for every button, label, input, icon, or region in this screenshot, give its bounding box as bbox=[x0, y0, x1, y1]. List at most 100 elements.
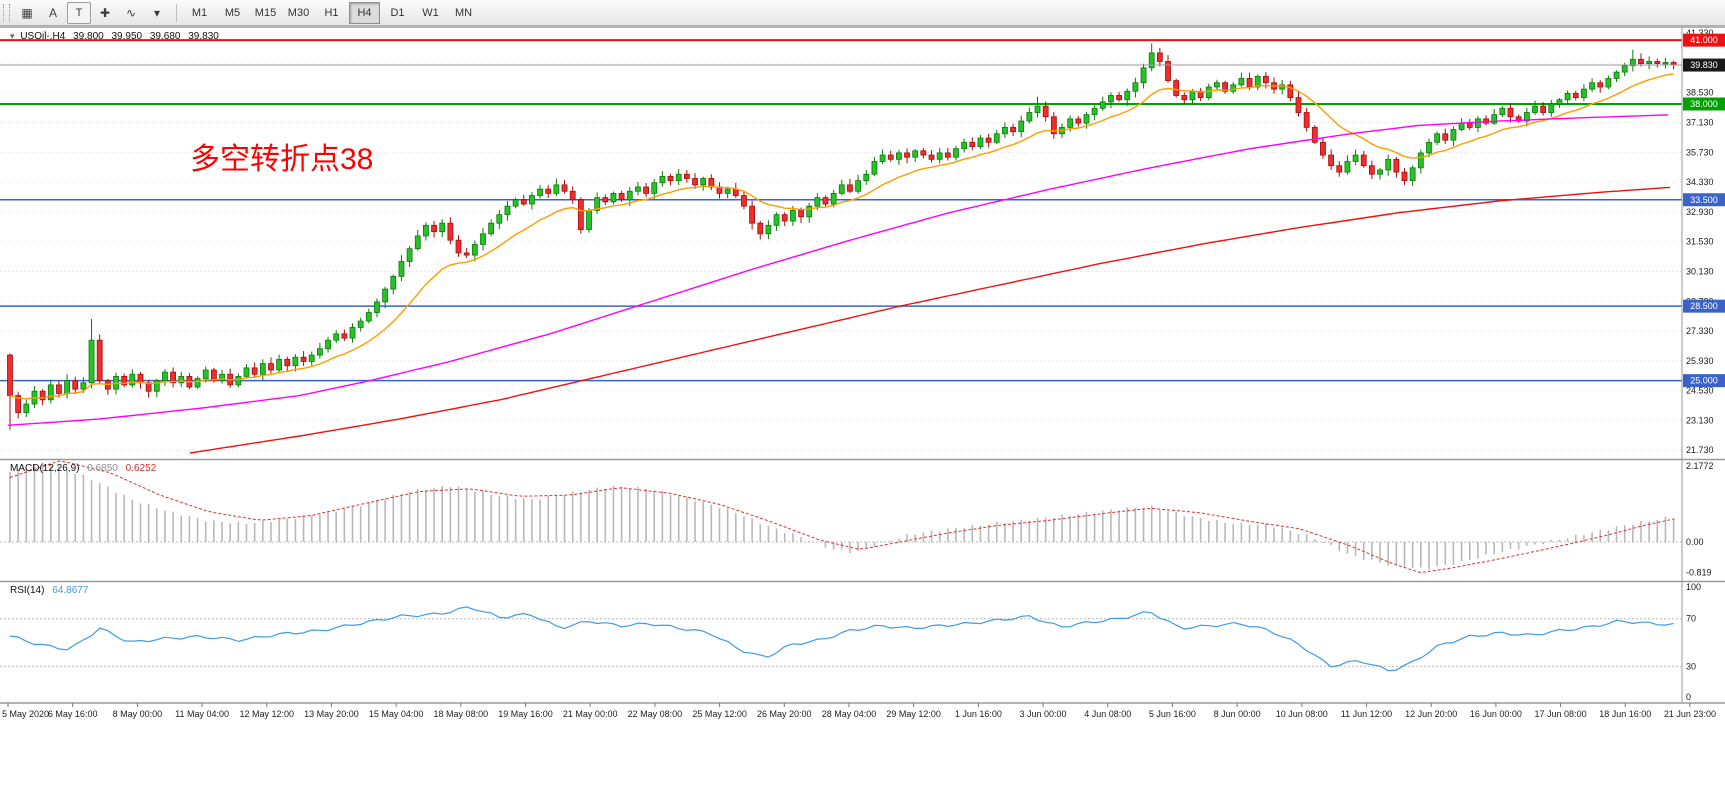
svg-text:1 Jun 16:00: 1 Jun 16:00 bbox=[955, 709, 1002, 719]
svg-text:17 Jun 08:00: 17 Jun 08:00 bbox=[1535, 709, 1587, 719]
svg-text:3 Jun 00:00: 3 Jun 00:00 bbox=[1020, 709, 1067, 719]
macd-signal-value: 0.6252 bbox=[125, 463, 157, 474]
svg-text:31.530: 31.530 bbox=[1686, 237, 1714, 247]
svg-text:5 May 2020: 5 May 2020 bbox=[2, 709, 49, 719]
draw-tools-icon[interactable]: ∿ bbox=[125, 5, 137, 20]
svg-text:4 Jun 08:00: 4 Jun 08:00 bbox=[1084, 709, 1131, 719]
svg-text:2.1772: 2.1772 bbox=[1686, 461, 1714, 471]
svg-text:19 May 16:00: 19 May 16:00 bbox=[498, 709, 553, 719]
price-axis-badges: 41.000 38.000 33.500 28.500 25.000 39.830 bbox=[1683, 33, 1725, 388]
chart-grid-icon[interactable]: ▦ bbox=[21, 5, 33, 20]
svg-text:30.130: 30.130 bbox=[1686, 266, 1714, 276]
chart-text-annotation: 多空转折点38 bbox=[190, 143, 374, 176]
svg-text:38.000: 38.000 bbox=[1690, 99, 1718, 109]
macd-signal-line bbox=[9, 460, 1674, 574]
svg-text:41.000: 41.000 bbox=[1690, 35, 1718, 45]
svg-text:0.00: 0.00 bbox=[1686, 537, 1704, 547]
svg-text:37.130: 37.130 bbox=[1686, 118, 1714, 128]
svg-text:27.330: 27.330 bbox=[1686, 326, 1714, 336]
rsi-axis-labels: 100 70 30 0 bbox=[1686, 582, 1701, 702]
svg-text:24.530: 24.530 bbox=[1686, 386, 1714, 396]
horizontal-level-lines bbox=[0, 39, 1682, 382]
price-gridlines bbox=[0, 32, 1682, 451]
svg-text:32.930: 32.930 bbox=[1686, 207, 1714, 217]
svg-text:8 May 00:00: 8 May 00:00 bbox=[113, 709, 163, 719]
svg-text:21 May 00:00: 21 May 00:00 bbox=[563, 709, 618, 719]
toolbar: ▦ A T ✚ ∿ ▾ M1 M5 M15 M30 H1 H4 D1 W1 MN bbox=[0, 0, 1725, 26]
candlestick-series bbox=[7, 43, 1677, 430]
chart-menu-icon[interactable]: ▾ bbox=[10, 31, 15, 41]
svg-text:34.330: 34.330 bbox=[1686, 177, 1714, 187]
timeframe-mn-button[interactable]: MN bbox=[454, 6, 473, 19]
svg-text:13 May 20:00: 13 May 20:00 bbox=[304, 709, 359, 719]
timeframe-h1-button[interactable]: H1 bbox=[324, 6, 339, 19]
rsi-value: 64.8677 bbox=[52, 585, 89, 596]
symbol-period-label: USOil-.H4 bbox=[20, 31, 66, 42]
svg-text:11 Jun 12:00: 11 Jun 12:00 bbox=[1341, 709, 1392, 719]
svg-text:12 Jun 20:00: 12 Jun 20:00 bbox=[1405, 709, 1457, 719]
svg-text:30: 30 bbox=[1686, 661, 1696, 671]
svg-text:23.130: 23.130 bbox=[1686, 415, 1714, 425]
svg-text:16 Jun 00:00: 16 Jun 00:00 bbox=[1470, 709, 1522, 719]
chart-canvas[interactable]: 41.33039.93038.53037.13035.73034.33032.9… bbox=[0, 26, 1725, 796]
macd-axis-labels: 2.1772 0.00 -0.819 bbox=[1686, 461, 1714, 578]
svg-text:5 Jun 16:00: 5 Jun 16:00 bbox=[1149, 709, 1196, 719]
ma-slow-red-line bbox=[189, 186, 1671, 454]
timeframe-d1-button[interactable]: D1 bbox=[390, 6, 405, 19]
toolbar-separator bbox=[176, 3, 177, 22]
svg-text:39.830: 39.830 bbox=[1690, 60, 1718, 70]
svg-text:100: 100 bbox=[1686, 582, 1701, 592]
svg-text:21 Jun 23:00: 21 Jun 23:00 bbox=[1664, 709, 1716, 719]
toolbar-icon-group: ▦ A T ✚ ∿ ▾ bbox=[14, 1, 170, 24]
macd-header: MACD(12,26,9) 0.6850 0.6252 bbox=[10, 463, 156, 474]
dropdown-arrow-icon[interactable]: ▾ bbox=[153, 5, 161, 20]
timeframe-m30-button[interactable]: M30 bbox=[287, 6, 310, 19]
svg-text:28 May 04:00: 28 May 04:00 bbox=[822, 709, 877, 719]
svg-text:29 May 12:00: 29 May 12:00 bbox=[886, 709, 941, 719]
timeframe-m1-button[interactable]: M1 bbox=[191, 6, 208, 19]
timeframe-m15-button[interactable]: M15 bbox=[254, 6, 277, 19]
timeframe-h4-button[interactable]: H4 bbox=[349, 1, 380, 24]
ma-fast-orange-line bbox=[9, 73, 1674, 400]
svg-text:26 May 20:00: 26 May 20:00 bbox=[757, 709, 812, 719]
timeframe-m5-button[interactable]: M5 bbox=[224, 6, 241, 19]
svg-text:38.530: 38.530 bbox=[1686, 88, 1714, 98]
timeframe-w1-button[interactable]: W1 bbox=[422, 6, 439, 19]
quote-close: 39.830 bbox=[188, 31, 219, 42]
svg-text:-0.819: -0.819 bbox=[1686, 568, 1712, 578]
svg-text:18 Jun 16:00: 18 Jun 16:00 bbox=[1599, 709, 1651, 719]
toolbar-gripper[interactable] bbox=[3, 3, 10, 22]
svg-text:33.500: 33.500 bbox=[1690, 195, 1718, 205]
annotate-a-icon[interactable]: A bbox=[48, 5, 57, 20]
svg-text:6 May 16:00: 6 May 16:00 bbox=[48, 709, 98, 719]
svg-text:28.500: 28.500 bbox=[1690, 301, 1718, 311]
svg-text:0: 0 bbox=[1686, 692, 1691, 702]
svg-text:10 Jun 08:00: 10 Jun 08:00 bbox=[1276, 709, 1328, 719]
chart-header: ▾ USOil-.H4 39.800 39.950 39.680 39.830 bbox=[10, 31, 219, 42]
rsi-line bbox=[9, 606, 1674, 672]
rsi-header: RSI(14) 64.8677 bbox=[10, 585, 88, 596]
macd-histogram bbox=[9, 463, 1675, 570]
svg-text:70: 70 bbox=[1686, 614, 1696, 624]
ma-medium-magenta-line bbox=[7, 114, 1669, 426]
svg-text:12 May 12:00: 12 May 12:00 bbox=[239, 709, 294, 719]
text-tool-icon[interactable]: T bbox=[67, 1, 91, 24]
chart-window: 41.33039.93038.53037.13035.73034.33032.9… bbox=[0, 26, 1725, 796]
svg-text:25 May 12:00: 25 May 12:00 bbox=[692, 709, 747, 719]
crosshair-icon[interactable]: ✚ bbox=[99, 5, 111, 20]
rsi-label: RSI(14) bbox=[10, 585, 45, 596]
svg-text:41.330: 41.330 bbox=[1686, 28, 1714, 38]
timeframe-button-group: M1 M5 M15 M30 H1 H4 D1 W1 MN bbox=[183, 1, 480, 24]
svg-text:18 May 08:00: 18 May 08:00 bbox=[434, 709, 489, 719]
quote-low: 39.680 bbox=[149, 31, 181, 42]
macd-main-value: 0.6850 bbox=[87, 463, 118, 474]
svg-text:11 May 04:00: 11 May 04:00 bbox=[175, 709, 229, 719]
svg-text:15 May 04:00: 15 May 04:00 bbox=[369, 709, 424, 719]
price-axis-labels: 41.33039.93038.53037.13035.73034.33032.9… bbox=[1686, 28, 1714, 455]
quote-high: 39.950 bbox=[111, 31, 143, 42]
quote-open: 39.800 bbox=[73, 31, 104, 42]
svg-text:25.000: 25.000 bbox=[1690, 376, 1718, 386]
macd-label: MACD(12,26,9) bbox=[10, 463, 80, 474]
svg-text:21.730: 21.730 bbox=[1686, 445, 1714, 455]
